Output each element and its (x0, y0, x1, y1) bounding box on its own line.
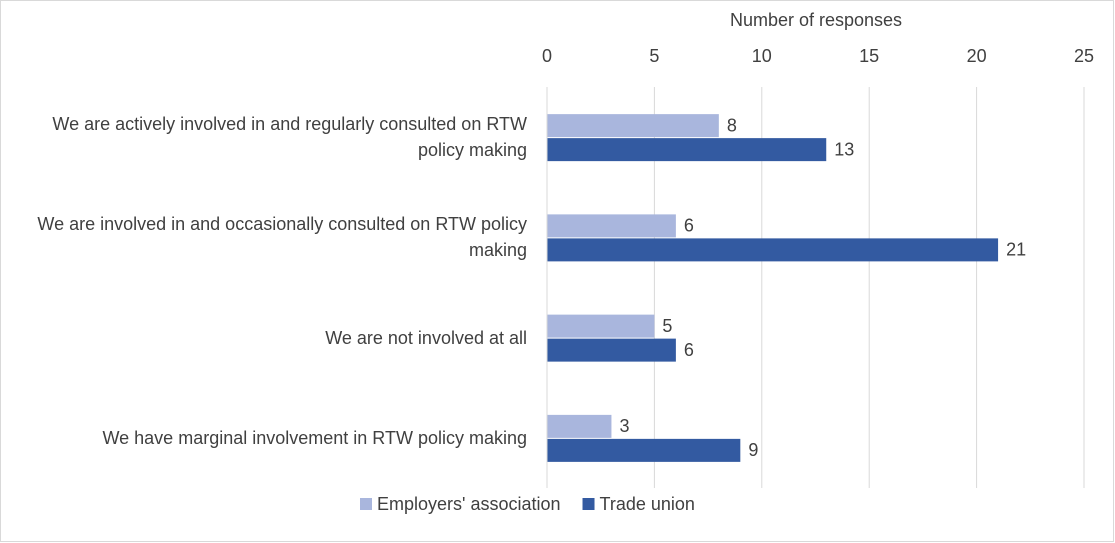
bar (547, 338, 676, 362)
bar (547, 114, 719, 138)
legend-label: Trade union (600, 494, 695, 514)
category-label: We are not involved at all (0, 288, 527, 388)
x-tick-label: 5 (649, 46, 659, 66)
bar (547, 314, 655, 338)
x-tick-label: 20 (967, 46, 987, 66)
category-text: We are involved in and occasionally cons… (37, 214, 527, 261)
x-tick-label: 25 (1074, 46, 1094, 66)
x-tick-label: 15 (859, 46, 879, 66)
category-text: We are not involved at all (325, 327, 527, 348)
x-tick-label: 0 (542, 46, 552, 66)
x-tick-label: 10 (752, 46, 772, 66)
bar (547, 138, 827, 162)
bar (547, 414, 612, 438)
category-text: We are actively involved in and regularl… (52, 114, 527, 161)
axis-title: Number of responses (730, 10, 902, 30)
legend-label: Employers' association (377, 494, 561, 514)
data-label: 5 (662, 316, 672, 336)
data-label: 6 (684, 340, 694, 360)
category-label: We are involved in and occasionally cons… (0, 187, 527, 287)
bar (547, 238, 999, 262)
legend-swatch (582, 498, 595, 510)
category-label: We are actively involved in and regularl… (0, 87, 527, 187)
data-label: 3 (619, 416, 629, 436)
legend-swatch (360, 498, 372, 510)
data-label: 13 (834, 139, 854, 159)
category-label: We have marginal involvement in RTW poli… (0, 388, 527, 488)
category-text: We have marginal involvement in RTW poli… (102, 427, 527, 448)
bar (547, 438, 741, 462)
data-label: 9 (748, 440, 758, 460)
data-label: 8 (727, 115, 737, 135)
data-label: 6 (684, 216, 694, 236)
data-label: 21 (1006, 240, 1026, 260)
bar (547, 214, 676, 238)
